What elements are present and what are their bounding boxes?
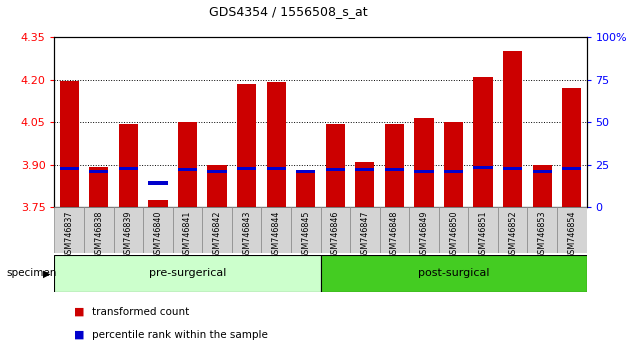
Bar xyxy=(208,170,227,173)
Text: GSM746846: GSM746846 xyxy=(331,211,340,259)
Text: GSM746842: GSM746842 xyxy=(213,211,222,259)
Bar xyxy=(178,168,197,171)
Text: percentile rank within the sample: percentile rank within the sample xyxy=(92,330,267,339)
Bar xyxy=(562,167,581,170)
Bar xyxy=(385,124,404,207)
Bar xyxy=(291,207,320,253)
Bar xyxy=(54,207,84,253)
Text: GSM746854: GSM746854 xyxy=(567,211,576,259)
Bar xyxy=(444,170,463,173)
Text: transformed count: transformed count xyxy=(92,307,189,316)
Bar xyxy=(562,88,581,207)
Bar xyxy=(557,207,587,253)
Bar xyxy=(320,207,350,253)
Bar xyxy=(350,207,379,253)
Text: GSM746848: GSM746848 xyxy=(390,211,399,259)
Text: GDS4354 / 1556508_s_at: GDS4354 / 1556508_s_at xyxy=(209,5,368,18)
Bar xyxy=(237,167,256,170)
Text: GSM746853: GSM746853 xyxy=(538,211,547,259)
Text: ■: ■ xyxy=(74,330,84,339)
Bar xyxy=(533,170,552,173)
Bar xyxy=(498,207,528,253)
Bar xyxy=(474,166,493,169)
Text: GSM746847: GSM746847 xyxy=(360,211,369,259)
Text: pre-surgerical: pre-surgerical xyxy=(149,268,226,279)
Bar xyxy=(148,182,167,184)
Bar xyxy=(113,207,143,253)
Bar xyxy=(355,162,374,207)
Bar xyxy=(296,170,315,207)
Text: GSM746844: GSM746844 xyxy=(272,211,281,259)
Bar xyxy=(320,255,587,292)
Text: GSM746838: GSM746838 xyxy=(94,211,103,259)
Text: GSM746850: GSM746850 xyxy=(449,211,458,259)
Text: post-surgical: post-surgical xyxy=(418,268,489,279)
Text: GSM746852: GSM746852 xyxy=(508,211,517,259)
Bar xyxy=(414,170,433,173)
Bar xyxy=(89,170,108,173)
Bar xyxy=(208,165,227,207)
Bar xyxy=(143,207,172,253)
Bar xyxy=(89,167,108,207)
Text: ■: ■ xyxy=(74,307,84,316)
Bar xyxy=(469,207,498,253)
Bar xyxy=(60,167,79,170)
Text: GSM746839: GSM746839 xyxy=(124,211,133,259)
Bar xyxy=(172,207,203,253)
Text: GSM746840: GSM746840 xyxy=(153,211,162,259)
Text: ▶: ▶ xyxy=(43,268,51,279)
Text: GSM746851: GSM746851 xyxy=(479,211,488,259)
Bar xyxy=(232,207,262,253)
Text: specimen: specimen xyxy=(6,268,57,279)
Bar xyxy=(84,207,113,253)
Text: GSM746837: GSM746837 xyxy=(65,211,74,259)
Bar xyxy=(414,118,433,207)
Bar xyxy=(379,207,409,253)
Bar xyxy=(385,168,404,171)
Bar xyxy=(237,84,256,207)
Bar xyxy=(60,81,79,207)
Bar xyxy=(267,167,286,170)
Bar xyxy=(444,122,463,207)
Bar xyxy=(355,168,374,171)
Bar xyxy=(326,124,345,207)
Text: GSM746841: GSM746841 xyxy=(183,211,192,259)
Bar xyxy=(438,207,469,253)
Text: GSM746845: GSM746845 xyxy=(301,211,310,259)
Bar xyxy=(503,51,522,207)
Bar xyxy=(178,122,197,207)
Text: GSM746843: GSM746843 xyxy=(242,211,251,259)
Bar xyxy=(533,165,552,207)
Bar xyxy=(262,207,291,253)
Bar xyxy=(296,170,315,173)
Bar xyxy=(148,200,167,207)
Bar xyxy=(409,207,438,253)
Bar xyxy=(474,77,493,207)
Bar xyxy=(503,167,522,170)
Bar xyxy=(267,82,286,207)
Bar xyxy=(54,255,320,292)
Bar xyxy=(119,167,138,170)
Bar xyxy=(326,168,345,171)
Text: GSM746849: GSM746849 xyxy=(419,211,428,259)
Bar xyxy=(119,124,138,207)
Bar xyxy=(203,207,232,253)
Bar xyxy=(528,207,557,253)
